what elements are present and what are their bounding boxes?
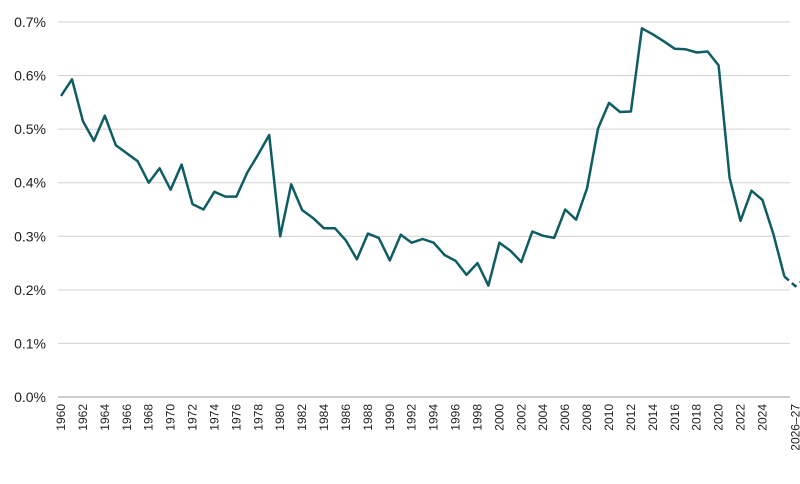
x-tick-label: 1978 <box>251 404 265 431</box>
x-tick-label: 1984 <box>317 404 331 431</box>
x-tick-label: 2012 <box>624 404 638 431</box>
y-tick-label: 0.2% <box>14 282 46 298</box>
y-tick-label: 0.5% <box>14 121 46 137</box>
x-tick-label: 2026–27 <box>788 404 800 451</box>
x-tick-label: 1988 <box>361 404 375 431</box>
x-tick-label: 1962 <box>76 404 90 431</box>
x-tick-label: 2024 <box>755 404 769 431</box>
x-tick-label: 1966 <box>120 404 134 431</box>
x-tick-label: 1974 <box>207 404 221 431</box>
y-tick-label: 0.3% <box>14 228 46 244</box>
x-tick-label: 1994 <box>427 404 441 431</box>
series-line-projected <box>783 275 800 288</box>
x-tick-label: 2000 <box>492 404 506 431</box>
x-tick-label: 1992 <box>405 404 419 431</box>
x-tick-label: 2010 <box>602 404 616 431</box>
y-tick-label: 0.7% <box>14 14 46 30</box>
x-tick-label: 1970 <box>164 404 178 431</box>
x-tick-label: 1986 <box>339 404 353 431</box>
x-tick-label: 1972 <box>186 404 200 431</box>
y-tick-label: 0.4% <box>14 175 46 191</box>
x-tick-label: 1996 <box>449 404 463 431</box>
x-tick-label: 2022 <box>734 404 748 431</box>
x-tick-label: 2002 <box>514 404 528 431</box>
x-tick-label: 2018 <box>690 404 704 431</box>
x-tick-label: 1980 <box>273 404 287 431</box>
series-line-actual <box>59 27 786 287</box>
x-tick-label: 2004 <box>536 404 550 431</box>
x-tick-label: 2008 <box>580 404 594 431</box>
x-tick-label: 1976 <box>229 404 243 431</box>
y-tick-label: 0.6% <box>14 68 46 84</box>
x-tick-label: 2016 <box>668 404 682 431</box>
x-axis-ticks: 1960 1962 1964 1966 1968 1970 1972 1974 1976 1978… <box>54 404 800 451</box>
x-tick-label: 1982 <box>295 404 309 431</box>
y-axis-ticks: 0.0% 0.1% 0.2% 0.3% 0.4% 0.5% 0.6% 0.7% <box>14 14 46 405</box>
x-tick-label: 1990 <box>383 404 397 431</box>
x-tick-label: 2006 <box>558 404 572 431</box>
x-tick-label: 2020 <box>712 404 726 431</box>
x-tick-label: 1964 <box>98 404 112 431</box>
y-tick-label: 0.1% <box>14 335 46 351</box>
gridlines <box>58 21 790 398</box>
x-tick-label: 1960 <box>54 404 68 431</box>
x-tick-label: 2014 <box>646 404 660 431</box>
series-lines <box>59 27 800 288</box>
x-tick-label: 1968 <box>142 404 156 431</box>
x-tick-label: 1998 <box>470 404 484 431</box>
y-tick-label: 0.0% <box>14 389 46 405</box>
